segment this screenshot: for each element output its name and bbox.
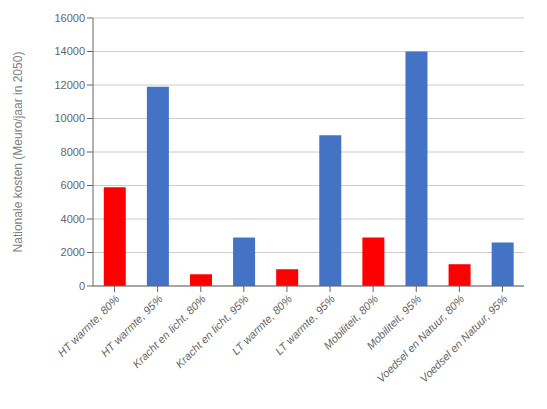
svg-text:Nationale kosten (Meuro/jaar i: Nationale kosten (Meuro/jaar in 2050) bbox=[11, 52, 25, 253]
svg-text:12000: 12000 bbox=[54, 79, 85, 91]
svg-text:Kracht en licht, 95%: Kracht en licht, 95% bbox=[173, 292, 251, 370]
svg-text:6000: 6000 bbox=[61, 179, 85, 191]
svg-text:0: 0 bbox=[79, 280, 85, 292]
svg-text:LT warmte, 80%: LT warmte, 80% bbox=[229, 292, 294, 358]
svg-text:16000: 16000 bbox=[54, 12, 85, 24]
svg-text:8000: 8000 bbox=[61, 146, 85, 158]
svg-text:Kracht en licht, 80%: Kracht en licht, 80% bbox=[130, 292, 208, 370]
svg-text:LT warmte, 95%: LT warmte, 95% bbox=[272, 292, 338, 358]
svg-text:4000: 4000 bbox=[61, 213, 85, 225]
svg-text:2000: 2000 bbox=[61, 246, 85, 258]
svg-text:HT warmte, 95%: HT warmte, 95% bbox=[98, 292, 165, 359]
svg-text:Mobiliteit, 95%: Mobiliteit, 95% bbox=[364, 292, 424, 352]
svg-text:Mobiliteit, 80%: Mobiliteit, 80% bbox=[321, 292, 381, 352]
svg-text:Voedsel en Natuur, 80%: Voedsel en Natuur, 80% bbox=[374, 292, 466, 384]
svg-text:14000: 14000 bbox=[54, 45, 85, 57]
svg-text:10000: 10000 bbox=[54, 112, 85, 124]
svg-text:HT warmte, 80%: HT warmte, 80% bbox=[55, 292, 122, 359]
svg-text:Voedsel en Natuur, 95%: Voedsel en Natuur, 95% bbox=[417, 292, 509, 384]
